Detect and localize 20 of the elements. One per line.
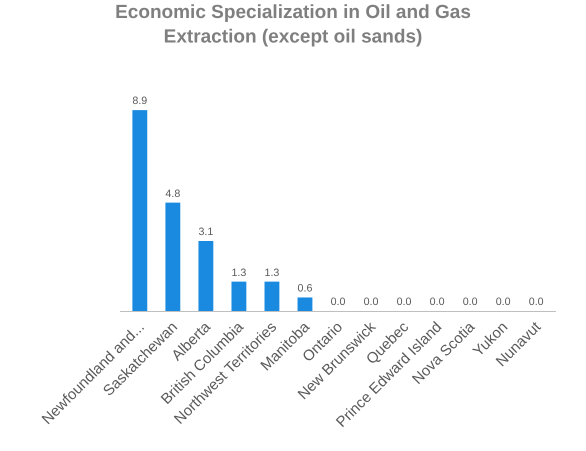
bar bbox=[198, 241, 214, 311]
data-label: 1.3 bbox=[231, 266, 246, 279]
data-label: 0.0 bbox=[396, 296, 412, 308]
bar bbox=[298, 297, 312, 311]
data-label: 3.1 bbox=[198, 226, 214, 238]
bar bbox=[264, 282, 280, 311]
data-label: 0.6 bbox=[298, 282, 312, 295]
data-label: 1.3 bbox=[264, 266, 280, 279]
chart-title: Economic Specialization in Oil and Gas Extraction (except oil sands) bbox=[115, 2, 471, 48]
data-label: 0.0 bbox=[330, 296, 346, 308]
data-label: 0.0 bbox=[364, 296, 379, 308]
bar bbox=[231, 282, 246, 311]
bar bbox=[132, 110, 148, 311]
data-label: 0.0 bbox=[462, 296, 478, 308]
data-label: 0.0 bbox=[528, 296, 544, 308]
bar bbox=[165, 202, 180, 311]
data-label: 0.0 bbox=[496, 296, 511, 308]
data-label: 4.8 bbox=[165, 188, 180, 200]
data-label: 8.9 bbox=[132, 95, 148, 108]
data-label: 0.0 bbox=[430, 296, 445, 308]
